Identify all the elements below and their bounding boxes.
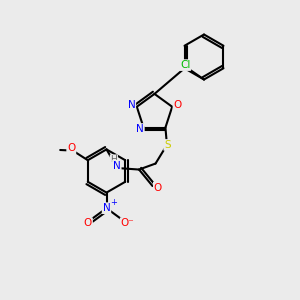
Text: O: O <box>154 182 162 193</box>
Text: O: O <box>173 100 182 110</box>
Text: O: O <box>67 143 75 154</box>
Text: Cl: Cl <box>180 60 190 70</box>
Text: H: H <box>110 155 117 164</box>
Text: O⁻: O⁻ <box>121 218 134 228</box>
Text: N: N <box>113 160 121 171</box>
Text: N: N <box>128 100 135 110</box>
Text: S: S <box>164 140 171 150</box>
Text: O: O <box>84 218 92 228</box>
Text: N: N <box>103 203 110 213</box>
Text: +: + <box>110 198 116 207</box>
Text: N: N <box>136 124 144 134</box>
